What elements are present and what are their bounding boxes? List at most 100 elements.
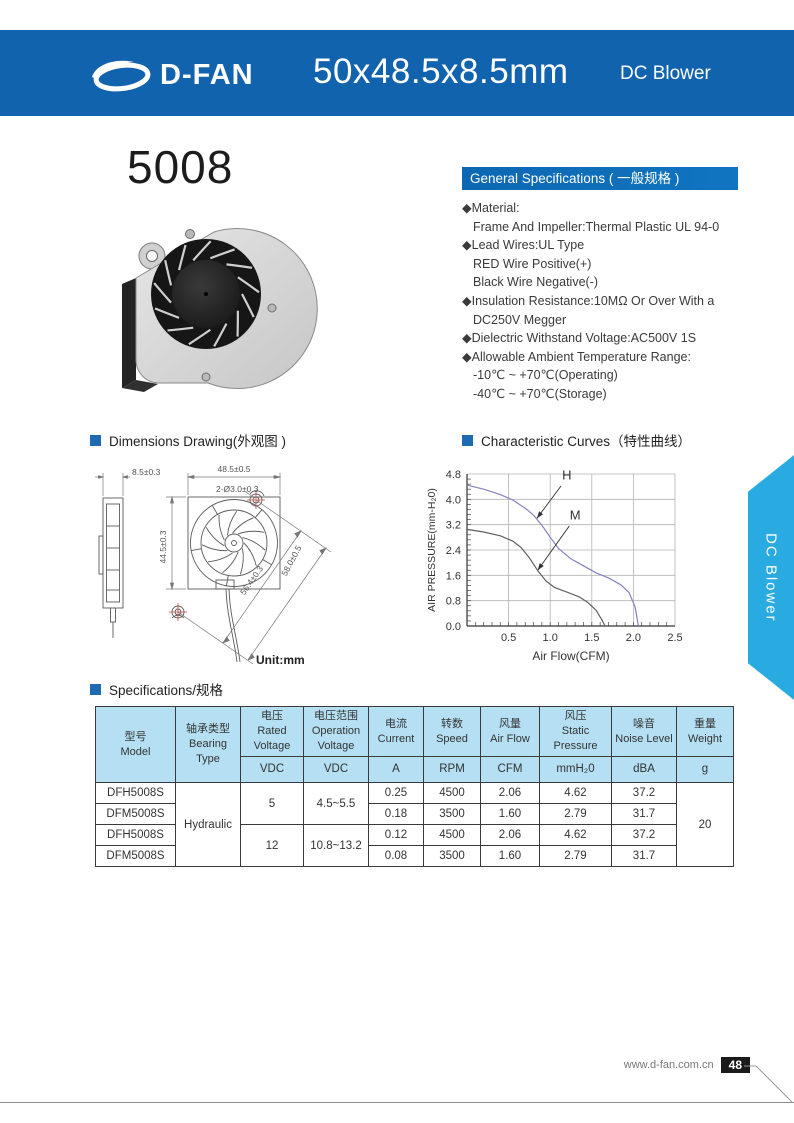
cell-current: 0.12 (368, 824, 424, 846)
spec-line: Black Wire Negative(-) (473, 275, 599, 290)
cell-noise: 31.7 (611, 845, 677, 867)
col-header-airflow: 风量 Air Flow (480, 706, 540, 757)
section-bullet-icon (90, 683, 101, 695)
svg-text:1.6: 1.6 (446, 570, 461, 582)
col-header-bearing: 轴承类型 Bearing Type (175, 706, 241, 783)
cell-airflow: 1.60 (480, 803, 540, 825)
unit-weight: g (676, 756, 734, 783)
dim-frame-width: 48.5±0.5 (217, 464, 250, 474)
col-header-model: 型号 Model (95, 706, 176, 783)
cell-current: 0.25 (368, 782, 424, 804)
table-row: DFH5008S 12 10.8~13.2 0.12 4500 2.06 4.6… (95, 824, 734, 867)
cell-model: DFM5008S (95, 845, 176, 867)
col-header-noise: 噪音 Noise Level (611, 706, 677, 757)
svg-text:H: H (562, 468, 571, 483)
col-header-speed: 转数 Speed (423, 706, 481, 757)
cell-noise: 37.2 (611, 824, 677, 846)
cell-weight: 20 (676, 782, 734, 867)
footer-rule (0, 1102, 794, 1103)
cell-pressure: 4.62 (539, 824, 612, 846)
dimensions-drawing: 8.5±0.3 48.5±0.5 2-Ø3.0±0.3 44.5±0.3 58.… (95, 464, 332, 667)
col-header-operation-voltage: 电压范围 Operation Voltage (303, 706, 369, 757)
dim-side-width: 8.5±0.3 (132, 467, 161, 477)
spec-line: ◆Allowable Ambient Temperature Range: (462, 349, 691, 364)
general-specs-list: ◆Material: Frame And Impeller:Thermal Pl… (462, 199, 738, 404)
svg-text:3.2: 3.2 (446, 520, 461, 532)
svg-text:1.5: 1.5 (584, 632, 599, 644)
svg-text:M: M (570, 508, 581, 523)
unit-speed: RPM (423, 756, 481, 783)
website-link[interactable]: www.d-fan.com.cn (623, 1059, 714, 1071)
brand-name: D-FAN (160, 58, 254, 91)
dimensions-section-title: Dimensions Drawing(外观图 ) (90, 430, 286, 450)
product-type-label: DC Blower (620, 63, 711, 84)
cell-noise: 37.2 (611, 782, 677, 804)
svg-text:4.0: 4.0 (446, 494, 461, 506)
cell-rated-voltage: 5 (240, 782, 304, 825)
table-row: DFH5008S Hydraulic 5 4.5~5.5 0.25 4500 2… (95, 782, 734, 867)
brand-logo: D-FAN (88, 53, 254, 97)
cell-pressure: 2.79 (539, 845, 612, 867)
cell-current: 0.18 (368, 803, 424, 825)
svg-text:2.4: 2.4 (446, 545, 461, 557)
general-specs-header: General Specifications ( 一般规格 ) (462, 167, 738, 190)
characteristic-curves-chart: AIR PRESSURE(mm-H₂0) Air Flow(CFM) 0.5 1.… (426, 468, 683, 663)
cell-model: DFH5008S (95, 782, 176, 804)
cell-airflow: 2.06 (480, 824, 540, 846)
unit-static-pressure: mmH₂0 (539, 756, 612, 783)
cell-speed: 4500 (423, 824, 481, 846)
section-bullet-icon (462, 434, 473, 446)
cell-model: DFM5008S (95, 803, 176, 825)
chart-plot-area: 0.5 1.0 1.5 2.0 2.5 0.0 0.8 1.6 2.4 3.2 4.0 4.8 H M (446, 468, 683, 644)
chart-x-axis-label: Air Flow(CFM) (532, 649, 609, 663)
cell-speed: 3500 (423, 803, 481, 825)
cell-current: 0.08 (368, 845, 424, 867)
cell-airflow: 1.60 (480, 845, 540, 867)
dim-mount-holes: 2-Ø3.0±0.3 (216, 484, 259, 494)
chart-y-axis-label: AIR PRESSURE(mm-H₂0) (426, 488, 438, 612)
svg-text:2.0: 2.0 (626, 632, 641, 644)
cell-rated-voltage: 12 (240, 824, 304, 867)
spec-table: 型号 Model 轴承类型 Bearing Type 电压 Rated Voltage… (95, 706, 734, 867)
page-header: D-FAN 50x48.5x8.5mm DC Blower (0, 30, 794, 116)
specifications-section-title: Specifications/规格 (90, 679, 223, 699)
svg-text:0.8: 0.8 (446, 596, 461, 608)
col-header-static-pressure: 风压 Static Pressure (539, 706, 612, 757)
unit-rated-voltage: VDC (240, 756, 304, 783)
svg-text:2.5: 2.5 (667, 632, 682, 644)
cell-airflow: 2.06 (480, 782, 540, 804)
series-number: 5008 (127, 141, 234, 193)
section-bullet-icon (90, 434, 101, 446)
cell-operation-voltage: 4.5~5.5 (303, 782, 369, 825)
cell-pressure: 4.62 (539, 782, 612, 804)
dfan-swoosh-icon (92, 60, 151, 92)
footer-info: www.d-fan.com.cn 48 (560, 1057, 750, 1073)
svg-text:4.8: 4.8 (446, 469, 461, 481)
dim-frame-height: 44.5±0.3 (158, 530, 168, 563)
spec-line: ◆Dielectric Withstand Voltage:AC500V 1S (462, 331, 697, 346)
dim-diag-outer: 58.0±0.5 (279, 543, 303, 577)
unit-noise: dBA (611, 756, 677, 783)
unit-current: A (368, 756, 424, 783)
side-tab-dc-blower: DC Blower (748, 455, 794, 700)
cell-operation-voltage: 10.8~13.2 (303, 824, 369, 867)
spec-line: ◆Material: (462, 201, 520, 215)
svg-text:1.0: 1.0 (543, 632, 558, 644)
cell-pressure: 2.79 (539, 803, 612, 825)
page-title: 50x48.5x8.5mm (313, 52, 569, 91)
cell-model: DFH5008S (95, 824, 176, 846)
table-row: DFM5008S 0.18 3500 1.60 2.79 31.7 (95, 803, 734, 825)
page-number-badge: 48 (720, 1057, 750, 1073)
dim-unit-label: Unit:mm (256, 653, 305, 667)
cell-bearing: Hydraulic (175, 782, 241, 867)
col-header-rated-voltage: 电压 Rated Voltage (240, 706, 304, 757)
curves-section-title: Characteristic Curves（特性曲线） (462, 430, 691, 450)
spec-line: ◆Lead Wires:UL Type (462, 238, 585, 253)
spec-line: -10℃ ~ +70℃(Operating) (473, 368, 618, 383)
side-tab-label: DC Blower (762, 532, 780, 623)
spec-line: RED Wire Positive(+) (473, 256, 592, 271)
general-specs-section: General Specifications ( 一般规格 ) ◆Materia… (462, 167, 738, 404)
svg-text:0.5: 0.5 (501, 632, 516, 644)
footer-corner-line (744, 1065, 793, 1103)
